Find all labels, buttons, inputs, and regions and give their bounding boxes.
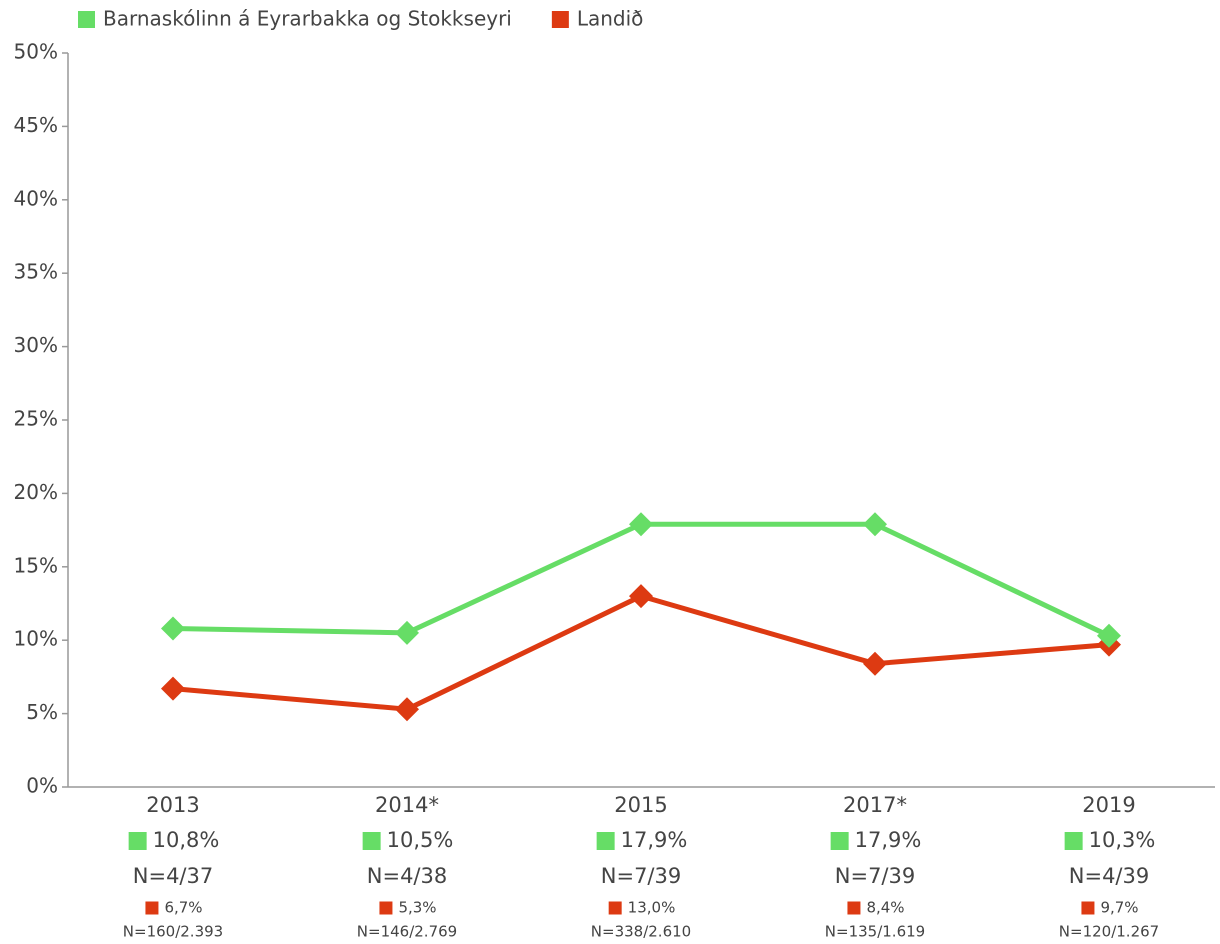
y-tick-label: 20%	[14, 480, 58, 504]
x-tick-label: 2015	[614, 793, 667, 817]
count-label: N=4/38	[367, 864, 447, 888]
y-tick-label: 25%	[14, 407, 58, 431]
value-label: 8,4%	[866, 899, 904, 917]
value-label: 10,3%	[1089, 828, 1156, 852]
value-swatch	[362, 832, 381, 850]
value-swatch	[1081, 901, 1095, 915]
x-tick-label: 2017*	[843, 793, 907, 817]
y-tick-label: 45%	[14, 113, 58, 137]
value-swatch	[1064, 832, 1083, 850]
value-label: 5,3%	[398, 899, 436, 917]
point-marker	[161, 676, 185, 701]
value-swatch	[379, 901, 393, 915]
y-tick-label: 50%	[14, 40, 58, 64]
value-swatch	[830, 832, 849, 850]
count-label: N=120/1.267	[1059, 923, 1159, 941]
point-marker	[161, 616, 185, 641]
x-tick-label: 2019	[1082, 793, 1135, 817]
point-marker	[395, 620, 419, 645]
value-label: 6,7%	[164, 899, 202, 917]
value-swatch	[608, 901, 622, 915]
point-marker	[863, 651, 887, 676]
point-marker	[629, 584, 653, 609]
count-label: N=4/39	[1069, 864, 1149, 888]
value-label: 10,5%	[387, 828, 454, 852]
series-line	[172, 593, 1110, 712]
point-marker	[395, 697, 419, 722]
count-label: N=135/1.619	[825, 923, 925, 941]
legend-label: Barnaskólinn á Eyrarbakka og Stokkseyri	[103, 7, 512, 31]
value-swatch	[847, 901, 861, 915]
y-tick-label: 30%	[14, 333, 58, 357]
y-tick-label: 10%	[14, 627, 58, 651]
count-label: N=160/2.393	[123, 923, 223, 941]
count-label: N=146/2.769	[357, 923, 457, 941]
x-tick-label: 2014*	[375, 793, 439, 817]
y-tick-label: 15%	[14, 553, 58, 577]
count-label: N=7/39	[601, 864, 681, 888]
value-label: 10,8%	[153, 828, 220, 852]
legend-swatch	[78, 11, 95, 28]
y-tick-label: 0%	[26, 774, 58, 798]
value-swatch	[145, 901, 159, 915]
value-label: 13,0%	[628, 899, 676, 917]
y-tick-label: 35%	[14, 260, 58, 284]
point-marker	[863, 512, 887, 537]
point-marker	[629, 512, 653, 537]
value-swatch	[128, 832, 147, 850]
y-tick-label: 40%	[14, 186, 58, 210]
legend-label: Landið	[577, 7, 644, 31]
count-label: N=338/2.610	[591, 923, 691, 941]
value-swatch	[596, 832, 615, 850]
legend-swatch	[551, 11, 569, 28]
series-line	[172, 521, 1111, 639]
x-tick-label: 2013	[146, 793, 199, 817]
y-tick-label: 5%	[26, 700, 58, 724]
count-label: N=4/37	[133, 864, 213, 888]
count-label: N=7/39	[835, 864, 915, 888]
value-label: 17,9%	[855, 828, 922, 852]
value-label: 9,7%	[1100, 899, 1138, 917]
point-marker	[1097, 623, 1121, 648]
value-label: 17,9%	[621, 828, 688, 852]
